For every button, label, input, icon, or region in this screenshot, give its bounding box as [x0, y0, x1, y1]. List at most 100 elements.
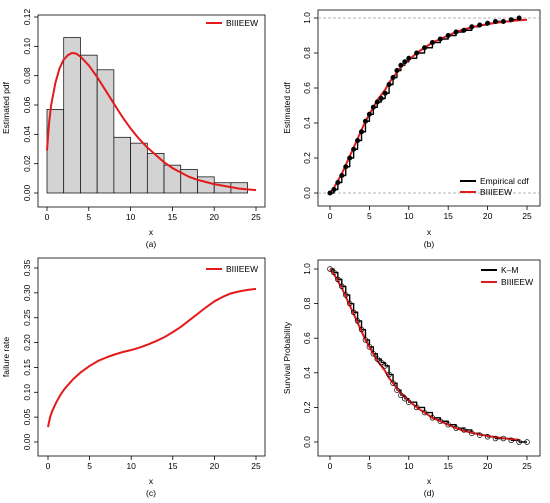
- panel-caption: (b): [424, 239, 435, 249]
- legend-label-empirical-cdf: Empirical cdf: [480, 176, 529, 186]
- curves: [329, 268, 527, 443]
- histogram-bar: [197, 176, 215, 194]
- y-ticks: 0.0 0.2 0.4 0.6 0.8 1.0: [302, 263, 318, 448]
- curves: [46, 51, 257, 192]
- plot-frame: [317, 9, 541, 207]
- y-axis-label: Survival Probability: [282, 321, 292, 394]
- km-points: [327, 266, 530, 445]
- data-point: [402, 59, 408, 65]
- data-point: [362, 337, 369, 343]
- y-axis-label: failure rate: [1, 337, 11, 377]
- x-tick-label: 5: [367, 211, 372, 221]
- x-tick-label: 15: [168, 461, 178, 471]
- histogram-bar: [80, 54, 98, 194]
- x-tick-label: 5: [367, 461, 372, 471]
- data-point: [406, 55, 412, 61]
- y-tick-label: 0.25: [22, 309, 32, 326]
- y-tick-label: 0.0: [302, 187, 312, 199]
- histogram-bar: [113, 136, 131, 194]
- data-point: [429, 415, 436, 421]
- plot-frame: [317, 259, 541, 457]
- x-tick-label: 10: [404, 461, 414, 471]
- x-axis-label: x: [149, 227, 154, 237]
- y-tick-label: 0.4: [302, 117, 312, 129]
- data-point: [437, 418, 444, 424]
- data-point: [358, 129, 365, 135]
- data-point: [346, 300, 353, 307]
- y-tick-label: 0.2: [302, 401, 312, 413]
- data-point: [347, 155, 353, 161]
- data-point: [343, 164, 349, 170]
- histogram-bar: [130, 142, 148, 194]
- x-ticks: 0 5 10 15 20 25: [46, 456, 261, 471]
- x-tick-label: 25: [251, 212, 261, 222]
- empirical-points: [327, 15, 522, 196]
- data-point: [485, 20, 491, 26]
- data-point: [343, 292, 349, 298]
- data-point: [355, 137, 361, 144]
- curves: [329, 18, 528, 194]
- data-point: [335, 179, 341, 186]
- y-tick-label: 0.15: [22, 359, 32, 376]
- y-tick-label: 0.00: [22, 184, 32, 201]
- x-tick-label: 15: [443, 211, 453, 221]
- data-point: [335, 276, 341, 283]
- data-point: [366, 344, 373, 350]
- data-point: [398, 62, 404, 68]
- x-tick-label: 0: [45, 212, 50, 222]
- data-point: [358, 326, 365, 333]
- y-tick-label: 0.8: [302, 297, 312, 309]
- y-tick-label: 0.2: [302, 152, 312, 164]
- data-point: [492, 18, 499, 25]
- x-ticks: 0 5 10 15 20 25: [328, 206, 532, 221]
- data-point: [445, 32, 451, 39]
- data-point: [453, 29, 459, 35]
- data-point: [378, 95, 384, 102]
- data-point: [394, 387, 400, 393]
- cdf-panel: 0 5 10 15 20 25 0.0 0.2 0.4 0.6 0.8 1.0 x (b) Esti…: [282, 9, 541, 249]
- y-tick-label: 0.00: [22, 433, 32, 450]
- data-point: [394, 67, 400, 74]
- data-point: [327, 190, 333, 196]
- x-tick-label: 10: [404, 211, 414, 221]
- data-point: [351, 146, 357, 152]
- x-tick-label: 25: [251, 461, 261, 471]
- x-tick-label: 15: [443, 461, 453, 471]
- x-tick-label: 25: [522, 461, 532, 471]
- data-point: [331, 186, 337, 193]
- panel-caption: (d): [424, 488, 435, 498]
- y-tick-label: 1.0: [302, 12, 312, 24]
- data-point: [350, 309, 357, 316]
- y-ticks: 0.00 0.05 0.10 0.15 0.20 0.25 0.30 0.35: [22, 259, 38, 450]
- data-point: [421, 409, 428, 416]
- legend-label-biiieew: BIIIEEW: [501, 277, 533, 287]
- data-point: [429, 39, 435, 46]
- data-point: [366, 111, 372, 117]
- data-point: [516, 439, 522, 445]
- data-point: [461, 427, 467, 433]
- data-point: [445, 421, 451, 428]
- data-point: [370, 351, 377, 357]
- data-point: [390, 74, 396, 81]
- panel-caption: (c): [146, 488, 156, 498]
- y-tick-label: 0.20: [22, 334, 32, 351]
- data-point: [327, 266, 333, 272]
- data-point: [477, 22, 483, 28]
- data-point: [453, 425, 459, 431]
- legend: Empirical cdf BIIIEEW: [460, 176, 529, 197]
- pdf-panel: 0 5 10 15 20 25 0.000.020.040.060.080.100.12 …: [1, 8, 266, 249]
- data-point: [339, 283, 345, 290]
- x-tick-label: 20: [483, 211, 493, 221]
- y-ticks: 0.00 0.02 0.04 0.06 0.08 0.10 0.12: [22, 8, 38, 201]
- y-tick-label: 0.04: [22, 126, 32, 143]
- legend-label-km: K–M: [501, 265, 518, 275]
- legend: BIIIEEW: [206, 18, 258, 28]
- y-tick-label: 0.10: [22, 384, 32, 401]
- y-axis-label: Estimated pdf: [1, 81, 11, 134]
- histogram-bar: [96, 69, 115, 194]
- data-point: [378, 359, 384, 366]
- y-tick-label: 0.30: [22, 284, 32, 301]
- legend-label-biiieew: BIIIEEW: [226, 264, 258, 274]
- x-tick-label: 5: [86, 212, 91, 222]
- data-point: [516, 15, 522, 21]
